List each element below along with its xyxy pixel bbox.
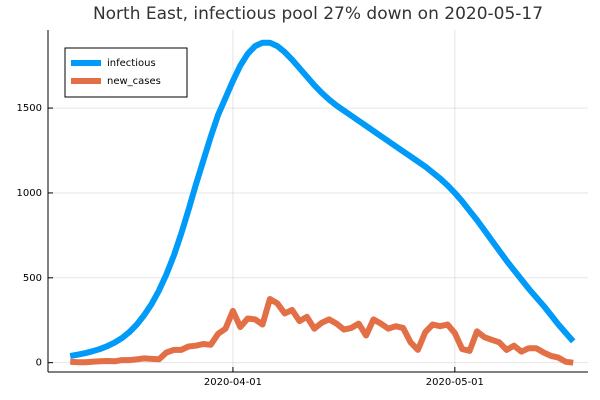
y-tick-label: 1500 [17, 103, 42, 114]
y-tick-label: 1000 [17, 188, 42, 199]
x-tick-label: 2020-05-01 [426, 377, 484, 388]
y-tick-label: 0 [36, 358, 42, 369]
legend-label: new_cases [107, 76, 161, 87]
x-tick-label: 2020-04-01 [204, 377, 262, 388]
legend-box [64, 47, 188, 98]
y-tick-label: 500 [23, 273, 42, 284]
chart-title: North East, infectious pool 27% down on … [93, 4, 543, 24]
legend-label: infectious [107, 58, 156, 69]
line [70, 296, 574, 366]
line [69, 39, 576, 359]
